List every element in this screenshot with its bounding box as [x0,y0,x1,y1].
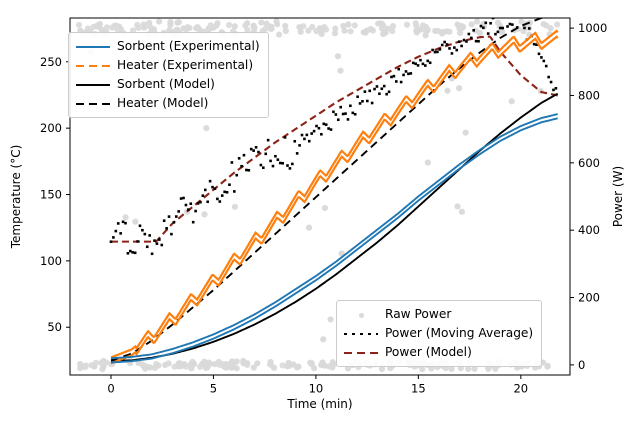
svg-text:1000: 1000 [578,21,607,35]
series-power-model [110,35,558,243]
legend-label: Heater (Model) [117,96,209,111]
svg-text:0: 0 [578,358,585,372]
legend-label: Heater (Experimental) [117,58,254,73]
temperature-legend-entry-2: Sorbent (Model) [76,75,260,94]
legend-label: Sorbent (Model) [117,77,215,92]
legend-label: Raw Power [385,307,452,322]
svg-text:200: 200 [40,121,62,135]
axis-ticks [66,27,574,379]
legend-label: Power (Moving Average) [385,326,534,341]
legend-key-glyph [76,83,110,86]
legend-label: Power (Model) [385,345,472,360]
svg-text:50: 50 [47,320,62,334]
solid-line-icon [76,40,110,54]
legend-key-glyph [76,102,110,105]
temperature-legend: Sorbent (Experimental) Heater (Experiment… [68,32,269,118]
series-sorbent-experimental [110,117,558,364]
axes-frame [69,17,571,376]
svg-text:600: 600 [578,156,600,170]
power-legend-entry-0: Raw Power [344,305,533,324]
scatter-marker-icon [344,308,378,322]
x-axis-label: Time (min) [286,397,352,411]
svg-text:150: 150 [40,188,62,202]
solid-line-icon [76,78,110,92]
series-power-moving-average [109,18,558,256]
dotted-line-icon [344,327,378,341]
svg-text:10: 10 [309,382,324,396]
svg-text:15: 15 [411,382,426,396]
temperature-legend-entry-1: Heater (Experimental) [76,56,260,75]
legend-key-glyph [344,351,378,354]
y-axis-label-left: Temperature (°C) [9,145,23,250]
temperature-legend-entry-0: Sorbent (Experimental) [76,37,260,56]
series-sorbent-experimental-upper [110,113,558,360]
svg-text:800: 800 [578,88,600,102]
power-legend: Raw Power Power (Moving Average) Power (Mo… [336,300,543,367]
legend-key-glyph [359,312,364,318]
legend-key-glyph [76,64,110,67]
legend-key-glyph [344,332,378,336]
svg-text:20: 20 [513,382,528,396]
legend-key-glyph [76,45,110,48]
series-heater-experimental [110,35,559,365]
dashed-line-icon [76,59,110,73]
svg-text:100: 100 [40,254,62,268]
svg-text:400: 400 [578,223,600,237]
series-heater-model [110,18,545,362]
svg-text:0: 0 [107,382,114,396]
y-axis-label-right: Power (W) [611,166,625,227]
series-heater-experimental-upper [110,29,559,359]
power-legend-entry-1: Power (Moving Average) [344,324,533,343]
dashed-line-icon [344,346,378,360]
power-legend-entry-2: Power (Model) [344,343,533,362]
svg-text:5: 5 [210,382,217,396]
svg-text:250: 250 [40,55,62,69]
legend-label: Sorbent (Experimental) [117,39,260,54]
dashed-line-icon [76,97,110,111]
svg-text:200: 200 [578,291,600,305]
temperature-legend-entry-3: Heater (Model) [76,94,260,113]
